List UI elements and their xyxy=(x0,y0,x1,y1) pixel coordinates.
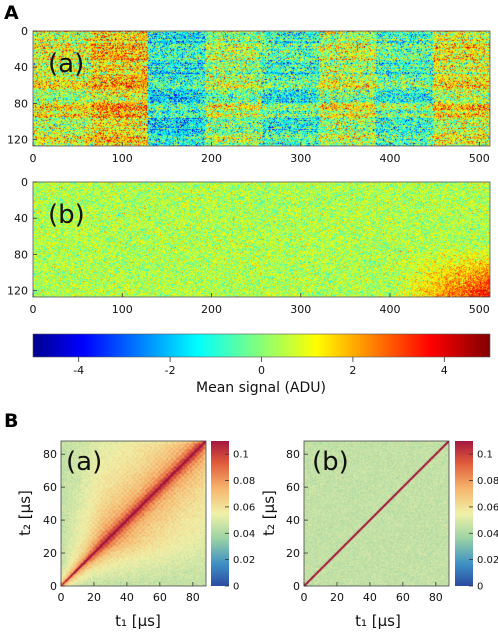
top-a-xtick-label: 300 xyxy=(290,152,311,165)
bottom-b-ytick-label: 80 xyxy=(286,448,300,461)
top-b-ytick-label: 80 xyxy=(14,248,28,261)
panel-label-a: A xyxy=(4,2,19,24)
bottom-a-ytick-label: 20 xyxy=(43,547,57,560)
bottom-b-colorbar-tick-label: 0.04 xyxy=(477,529,498,540)
top-a-xtick-label: 500 xyxy=(469,152,490,165)
bottom-b-colorbar-tick-label: 0.08 xyxy=(477,476,498,487)
top-a-ytick-label: 120 xyxy=(7,134,28,147)
heatmap-a-top-canvas xyxy=(33,31,490,146)
bottom-a-colorbar-tick-label: 0.08 xyxy=(233,476,255,487)
bottom-b-ytick-label: 60 xyxy=(286,481,300,494)
bottom-a-ytick-label: 0 xyxy=(50,580,57,593)
heatmap-b-top-label: (b) xyxy=(48,200,85,230)
top-b-xtick-label: 0 xyxy=(30,303,37,316)
x-axis-label-a: t₁ [μs] xyxy=(115,612,161,630)
heatmap-b-bottom: (b) 0 20 40 60 80 0 20 40 60 80 0 0.02 0.04 0.06 0.08… xyxy=(260,440,498,630)
bottom-a-colorbar-tick-label: 0.02 xyxy=(233,555,255,566)
heatmap-a-top: (a) 0 100 200 300 400 500 0 40 80 120 xyxy=(7,25,491,165)
colorbar-jet: -4 -2 0 2 4 Mean signal (ADU) xyxy=(32,333,491,396)
bottom-b-colorbar-tick-label: 0.1 xyxy=(477,450,493,461)
heatmap-a-top-label: (a) xyxy=(48,49,84,79)
bottom-a-xtick-label: 60 xyxy=(153,591,167,604)
top-b-ytick-label: 40 xyxy=(14,212,28,225)
heatmap-a-bottom: (a) 0 20 40 60 80 0 20 40 60 80 0 0.02 0.04 0.06 0.08… xyxy=(16,440,255,630)
top-a-xtick-label: 100 xyxy=(112,152,133,165)
bottom-b-xtick-label: 60 xyxy=(396,591,410,604)
bottom-b-ytick-label: 40 xyxy=(286,514,300,527)
bottom-b-ytick-label: 0 xyxy=(293,580,300,593)
bottom-b-xtick-label: 0 xyxy=(301,591,308,604)
bottom-b-xtick-label: 80 xyxy=(429,591,443,604)
top-b-xtick-label: 500 xyxy=(469,303,490,316)
bottom-b-colorbar-tick-label: 0.02 xyxy=(477,555,498,566)
bottom-a-colorbar-tick-label: 0.1 xyxy=(233,450,249,461)
bottom-a-colorbar-tick-label: 0.04 xyxy=(233,529,255,540)
colorbar-tick-label: 4 xyxy=(441,364,448,377)
top-b-xtick-label: 100 xyxy=(112,303,133,316)
top-b-xtick-label: 200 xyxy=(201,303,222,316)
top-b-ytick-label: 0 xyxy=(21,176,28,189)
colorbar-heat-b xyxy=(455,441,473,586)
bottom-a-ytick-label: 80 xyxy=(43,448,57,461)
heatmap-b-top-canvas xyxy=(33,182,490,297)
panel-label-b: B xyxy=(4,410,18,432)
colorbar-tick-label: 0 xyxy=(258,364,265,377)
bottom-a-colorbar-tick-label: 0.06 xyxy=(233,502,255,513)
top-a-xtick-label: 200 xyxy=(201,152,222,165)
top-a-ytick-label: 0 xyxy=(21,25,28,38)
top-a-ytick-label: 40 xyxy=(14,61,28,74)
bottom-a-xtick-label: 20 xyxy=(87,591,101,604)
y-axis-label-a: t₂ [μs] xyxy=(16,490,34,536)
colorbar-tick-label: -4 xyxy=(73,364,84,377)
bottom-a-xtick-label: 40 xyxy=(120,591,134,604)
bottom-b-colorbar-tick-label: 0.06 xyxy=(477,502,498,513)
top-b-ytick-label: 120 xyxy=(7,285,28,298)
top-a-xtick-label: 400 xyxy=(380,152,401,165)
x-axis-label-b: t₁ [μs] xyxy=(355,612,401,630)
colorbar-tick-label: 2 xyxy=(349,364,356,377)
heatmap-b-top: (b) 0 100 200 300 400 500 0 40 80 120 xyxy=(7,176,491,316)
bottom-a-ytick-label: 40 xyxy=(43,514,57,527)
bottom-b-xtick-label: 20 xyxy=(330,591,344,604)
top-b-xtick-label: 300 xyxy=(290,303,311,316)
heatmap-a-bottom-label: (a) xyxy=(66,447,102,477)
y-axis-label-b: t₂ [μs] xyxy=(260,490,278,536)
bottom-a-colorbar-tick-label: 0 xyxy=(233,582,239,593)
heatmap-b-bottom-label: (b) xyxy=(312,447,349,477)
heatmap-a-bottom-canvas xyxy=(61,441,206,586)
heatmap-b-bottom-canvas xyxy=(304,441,449,586)
bottom-a-xtick-label: 0 xyxy=(58,591,65,604)
colorbar-heat-a xyxy=(211,441,229,586)
top-a-xtick-label: 0 xyxy=(30,152,37,165)
top-a-ytick-label: 80 xyxy=(14,97,28,110)
colorbar-tick-label: -2 xyxy=(165,364,176,377)
top-b-xtick-label: 400 xyxy=(380,303,401,316)
bottom-a-xtick-label: 80 xyxy=(186,591,200,604)
bottom-b-colorbar-tick-label: 0 xyxy=(477,582,483,593)
colorbar-label: Mean signal (ADU) xyxy=(196,380,326,396)
bottom-b-ytick-label: 20 xyxy=(286,547,300,560)
bottom-b-xtick-label: 40 xyxy=(363,591,377,604)
bottom-a-ytick-label: 60 xyxy=(43,481,57,494)
